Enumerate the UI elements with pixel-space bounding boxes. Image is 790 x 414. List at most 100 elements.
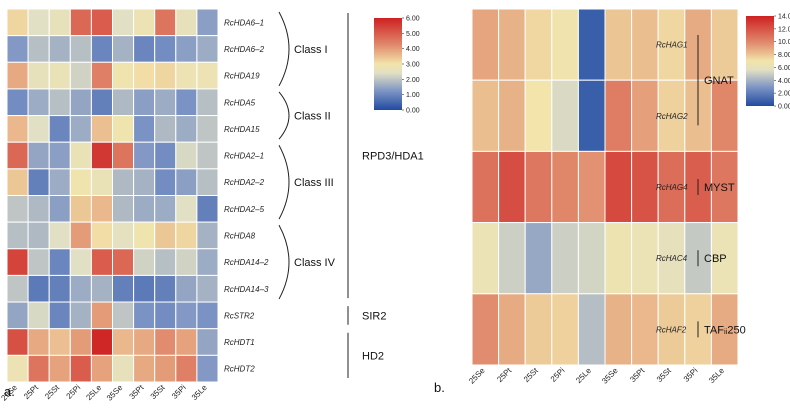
heatmap-cell (133, 354, 156, 383)
heatmap-cell (27, 301, 50, 330)
column-label: 35Pi (170, 383, 188, 401)
heatmap-cell (27, 168, 50, 197)
heatmap-cell (69, 354, 92, 383)
heatmap-cell (154, 248, 177, 276)
heatmap-cell (27, 274, 50, 303)
heatmap-cell (175, 248, 198, 276)
colorbar-tick-label: 3.00 (406, 62, 420, 69)
colorbar-tick-label: 6.00 (778, 65, 790, 72)
heatmap-cell (112, 195, 135, 223)
heatmap-cell (154, 221, 177, 250)
heatmap-cell (133, 61, 156, 90)
heatmap-cell (498, 79, 526, 152)
row-label: RcHDT2 (224, 365, 255, 374)
heatmap-cell (48, 328, 71, 356)
heatmap-cell (48, 115, 71, 143)
heatmap-cell (133, 168, 156, 197)
family-label: HD2 (362, 350, 384, 362)
heatmap-cell (498, 222, 526, 295)
heatmap-cell (90, 141, 114, 170)
heatmap-cell (112, 168, 135, 197)
heatmap-cell (6, 88, 29, 117)
heatmap-cell (69, 221, 92, 250)
row-label: RcHDA19 (224, 72, 260, 81)
colorbar-tick-label: 5.00 (406, 31, 420, 38)
heatmap-cell (27, 8, 50, 37)
heatmap-cell (133, 248, 156, 276)
row-label: RcSTR2 (224, 311, 255, 320)
heatmap-cell (154, 328, 177, 356)
class-bracket (278, 224, 290, 300)
row-label: RcHDA2–1 (224, 152, 264, 161)
heatmap-cell (154, 88, 177, 117)
colorbar-tick-label: 0.00 (778, 104, 790, 111)
heatmap-cell (196, 354, 219, 383)
heatmap-cell (27, 248, 50, 276)
heatmap-cell (471, 79, 500, 152)
column-label: 35Se (600, 366, 620, 386)
heatmap-cell (6, 328, 29, 356)
heatmap-cell (631, 293, 659, 366)
heatmap-cell (6, 248, 29, 276)
heatmap-cell (133, 221, 156, 250)
heatmap-cell (710, 8, 739, 81)
heatmap-cell (48, 168, 71, 197)
heatmap-cell (69, 141, 92, 170)
heatmap-cell (69, 301, 92, 330)
column-label: 35Le (190, 383, 209, 402)
heatmap-cell (112, 35, 135, 63)
heatmap-cell (90, 8, 114, 37)
heatmap-cell (90, 248, 114, 276)
colorbar-tick-label: 0.00 (406, 108, 420, 115)
heatmap-cell (196, 141, 219, 170)
family-label: TAFᵢᵢ250 (704, 324, 746, 336)
heatmap-cell (710, 79, 739, 152)
heatmap-cell (112, 88, 135, 117)
heatmap-cell (27, 195, 50, 223)
heatmap-cell (577, 79, 606, 152)
heatmap-cell (112, 115, 135, 143)
heatmap-cell (48, 8, 71, 37)
heatmap-cell (175, 61, 198, 90)
heatmap-cell (175, 301, 198, 330)
heatmap-cell (48, 35, 71, 63)
row-label: RcHDA6–2 (224, 45, 265, 54)
colorbar (746, 16, 774, 106)
heatmap-cell (69, 328, 92, 356)
heatmap-cell (710, 293, 739, 366)
heatmap-cell (6, 354, 29, 383)
heatmap-cell (175, 195, 198, 223)
heatmap-cell (657, 222, 686, 295)
heatmap-cell (69, 115, 92, 143)
heatmap-cell (6, 61, 29, 90)
heatmap-cell (112, 141, 135, 170)
heatmap-cell (631, 150, 659, 224)
family-label: RPD3/HDA1 (362, 151, 424, 163)
heatmap-cell (154, 61, 177, 90)
heatmap-cell (133, 301, 156, 330)
row-label: RcHDA5 (224, 98, 256, 107)
heatmap-cell (69, 248, 92, 276)
column-label: 25Le (84, 383, 103, 402)
heatmap-cell (48, 301, 71, 330)
heatmap-cell (175, 274, 198, 303)
heatmap-cell (175, 328, 198, 356)
heatmap-cell (657, 293, 686, 366)
heatmap-cell (48, 195, 71, 223)
heatmap-cell (133, 35, 156, 63)
heatmap-cell (6, 115, 29, 143)
row-label: RcHAG2 (656, 112, 688, 121)
heatmap-cell (196, 88, 219, 117)
heatmap-cell (175, 8, 198, 37)
heatmap-cell (6, 168, 29, 197)
heatmap-cell (133, 141, 156, 170)
heatmap-cell (471, 150, 500, 224)
column-label: 25Se (467, 366, 487, 386)
heatmap-cell (69, 8, 92, 37)
heatmap-cell (69, 61, 92, 90)
heatmap-cell (112, 248, 135, 276)
heatmap-cell (175, 354, 198, 383)
heatmap-cell (48, 248, 71, 276)
heatmap-cell (133, 195, 156, 223)
